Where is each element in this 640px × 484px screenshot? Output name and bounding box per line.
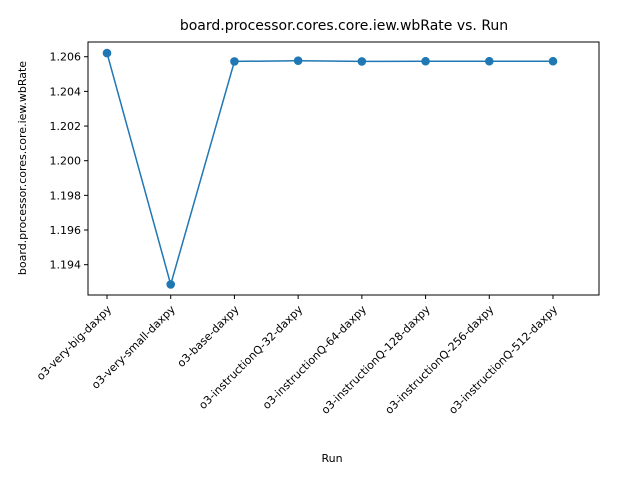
y-tick-label: 1.196 — [50, 224, 82, 237]
data-point — [484, 56, 494, 66]
x-tick-label: o3-instructionQ-512-daxpy — [446, 303, 560, 417]
data-point — [548, 56, 558, 66]
y-tick-label: 1.204 — [50, 85, 82, 98]
series-line — [106, 52, 553, 288]
x-tick-label: o3-instructionQ-256-daxpy — [383, 303, 497, 417]
x-tick-label: o3-instructionQ-64-daxpy — [260, 303, 369, 412]
y-axis-label: board.processor.cores.core.iew.wbRate — [16, 61, 29, 275]
data-point — [357, 57, 367, 66]
data-point — [166, 280, 176, 289]
y-tick-label: 1.206 — [50, 51, 82, 64]
x-tick-label: o3-instructionQ-128-daxpy — [319, 303, 433, 417]
plot-area — [87, 41, 600, 296]
y-tick-label: 1.202 — [50, 120, 82, 133]
y-axis: 1.194 1.196 1.198 1.200 1.202 1.204 1.206 — [50, 51, 88, 272]
data-point — [230, 57, 239, 66]
data-point — [293, 56, 303, 66]
x-axis-label: Run — [321, 452, 342, 465]
y-tick-label: 1.200 — [50, 155, 82, 168]
series-layer — [102, 48, 558, 289]
x-tick-label: o3-base-daxpy — [175, 303, 242, 370]
y-tick-label: 1.194 — [50, 259, 82, 272]
x-tick-label: o3-instructionQ-32-daxpy — [196, 303, 305, 412]
chart-title: board.processor.cores.core.iew.wbRate vs… — [180, 18, 508, 34]
data-point — [421, 56, 430, 66]
data-point — [102, 48, 112, 58]
y-tick-label: 1.198 — [50, 189, 82, 202]
x-axis: o3-very-big-daxpyo3-very-small-daxpyo3-b… — [34, 295, 560, 417]
